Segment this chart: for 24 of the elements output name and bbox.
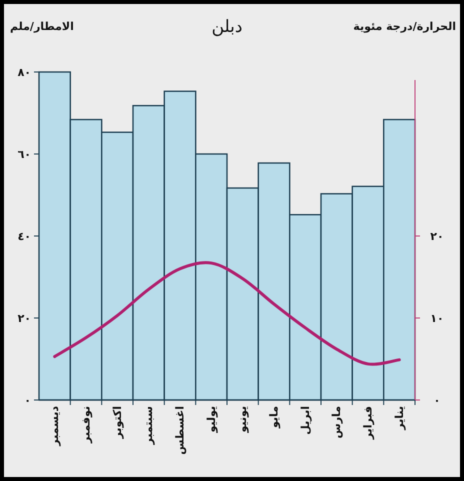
y2-tick-label: ٢٠: [430, 230, 444, 243]
x-tick-label: فبراير: [362, 406, 374, 440]
y-tick-label: ٤٠: [18, 230, 31, 243]
x-tick-label: يوليو: [204, 406, 218, 434]
chart-title: دبلن: [212, 17, 242, 37]
y-tick-label: ٨٠: [18, 66, 31, 79]
x-tick-label: مايو: [268, 406, 280, 429]
x-tick-label: نوفمبر: [80, 406, 92, 444]
y-tick-label: ٦٠: [18, 148, 31, 161]
line-series: [53, 261, 401, 366]
x-tick-label: يناير: [392, 406, 406, 431]
y-tick-label: ٠: [24, 394, 31, 407]
y2-axis-title: الحرارة/درجة مئوية: [353, 20, 456, 33]
y2-tick-label: ٠: [434, 394, 440, 407]
y-axis-title: الامطار/ملم: [10, 20, 74, 33]
y2-tick-label: ١٠: [430, 312, 444, 325]
x-tick-label: مارس: [330, 406, 344, 438]
x-tick-label: يونيو: [236, 406, 250, 434]
y-tick-label: ٢٠: [18, 312, 31, 325]
x-tick-label: ابريل: [298, 406, 312, 435]
x-tick-label: اغسطس: [174, 406, 186, 455]
x-tick-label: سبتمبر: [142, 406, 156, 446]
x-tick-label: ديسمبر: [48, 406, 62, 447]
x-tick-label: اكتوبر: [110, 406, 124, 440]
